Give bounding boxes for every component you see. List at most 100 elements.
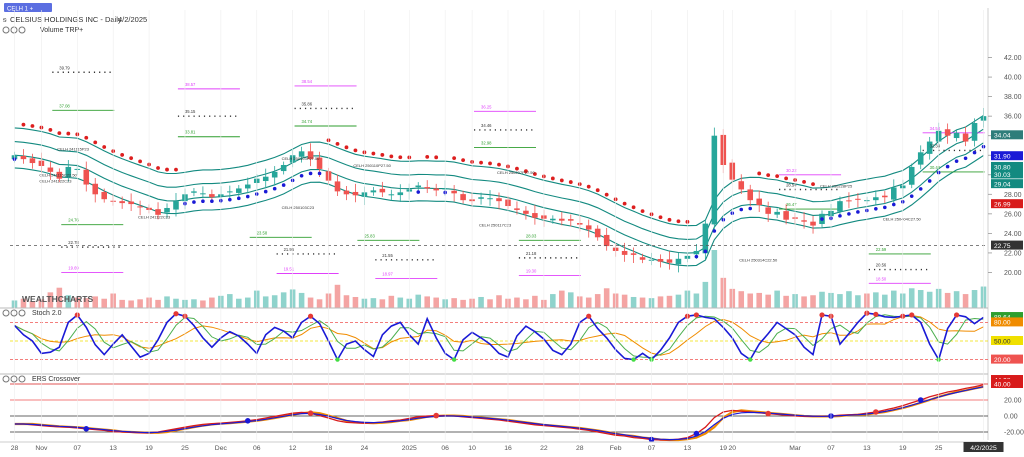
- candle-body: [379, 188, 386, 193]
- symbol-tab[interactable]: [4, 3, 52, 12]
- stoch-visibility-icon[interactable]: [10, 309, 18, 317]
- trp-dot: [380, 153, 385, 157]
- price-badge-label: 29.04: [994, 181, 1011, 188]
- candle-body: [666, 259, 673, 263]
- ers-settings-icon[interactable]: [2, 375, 10, 383]
- candle-body: [227, 191, 233, 193]
- trp-dot: [847, 212, 851, 216]
- trp-dot: [856, 210, 860, 214]
- ers-marker: [307, 410, 314, 417]
- candle-body: [29, 158, 36, 164]
- level-label: 35.86: [302, 101, 313, 106]
- candle-body: [236, 188, 242, 193]
- level-label: 34.74: [302, 119, 313, 124]
- ers-visibility-icon[interactable]: [10, 375, 18, 383]
- watermark: WEALTHCHARTS: [22, 294, 93, 304]
- candle-body: [433, 188, 439, 191]
- candle-body: [496, 198, 502, 202]
- volume-bar: [352, 296, 359, 308]
- indicators-label: Volume TRP+: [40, 27, 83, 34]
- trp-dot: [820, 217, 824, 221]
- x-tick-label: 12: [289, 445, 297, 452]
- candle-body: [567, 219, 574, 221]
- chart-type-icon[interactable]: ᵴ: [2, 17, 7, 24]
- trp-dot: [748, 206, 753, 211]
- level-label: 30.22: [786, 168, 797, 173]
- date-badge: [963, 442, 1004, 452]
- trp-dot: [210, 199, 214, 203]
- price-badge: [991, 130, 1023, 140]
- volume-bar: [262, 296, 269, 308]
- level-label: 20.56: [876, 263, 887, 268]
- stoch-marker: [335, 357, 340, 362]
- ers-close-icon[interactable]: [18, 375, 26, 383]
- candle-body: [298, 151, 305, 157]
- trade-label: CELH 250314C22.50: [739, 258, 778, 263]
- ers-pane[interactable]: 20.000.00-20.0044.9840.00: [0, 373, 1024, 443]
- candle-body: [711, 135, 718, 225]
- stoch-close-icon[interactable]: [18, 309, 26, 317]
- volume-bar: [774, 290, 780, 308]
- candle-body: [191, 191, 197, 193]
- ers-marker: [244, 418, 251, 424]
- volume-bar: [271, 295, 278, 308]
- trp-dot: [120, 153, 125, 157]
- volume-bar: [83, 298, 90, 308]
- candle-body: [523, 210, 529, 214]
- volume-bar: [20, 298, 27, 308]
- candle-body: [675, 258, 682, 265]
- trp-dot: [245, 194, 250, 199]
- candle-body: [559, 218, 565, 221]
- volume-bar: [855, 295, 861, 308]
- volume-bar: [702, 281, 709, 308]
- stoch-settings-icon[interactable]: [2, 309, 10, 317]
- candle-body: [783, 211, 789, 220]
- volume-bar: [621, 294, 628, 308]
- trp-dot: [488, 161, 492, 166]
- close-icon[interactable]: [18, 26, 26, 34]
- visibility-icon[interactable]: [10, 26, 18, 34]
- trp-dot: [174, 167, 178, 172]
- x-tick-label: 10: [468, 445, 476, 452]
- x-tick-label: Nov: [35, 445, 48, 452]
- volume-bar: [657, 296, 664, 308]
- stoch-badge-label: 50.00: [994, 338, 1011, 345]
- trp-dot: [927, 179, 932, 183]
- price-tick-label: 22.00: [1004, 250, 1022, 257]
- volume-bar: [370, 298, 377, 308]
- trp-dot: [479, 160, 483, 165]
- trp-dot: [524, 169, 528, 174]
- settings-icon[interactable]: [2, 26, 10, 34]
- stoch-marker: [586, 313, 592, 319]
- trp-dot: [425, 155, 430, 159]
- volume-bar: [639, 297, 646, 308]
- x-tick-label: Dec: [215, 445, 228, 452]
- candle-body: [155, 209, 161, 215]
- candle-body: [693, 250, 700, 255]
- trp-dot: [775, 174, 780, 179]
- candle-body: [343, 190, 350, 195]
- stoch-marker: [693, 312, 699, 318]
- trp-dot: [568, 180, 573, 184]
- candle-body: [460, 194, 466, 201]
- trp-dot: [452, 156, 457, 161]
- candle-body: [657, 258, 664, 262]
- trp-dot: [272, 186, 277, 191]
- trp-dot: [84, 135, 89, 140]
- x-tick-label: 28: [11, 445, 19, 452]
- volume-bar: [603, 288, 610, 308]
- volume-bar: [711, 250, 718, 308]
- candle-body: [738, 181, 745, 190]
- trp-dot: [138, 159, 143, 164]
- price-tick-label: 26.00: [1004, 211, 1022, 218]
- stoch-marker: [307, 313, 314, 319]
- candle-body: [424, 187, 431, 189]
- trade-label: CELH 250207P27.50: [497, 170, 536, 175]
- level-label: 24.76: [68, 218, 79, 223]
- trp-dot: [192, 200, 196, 204]
- trp-dot: [416, 190, 421, 194]
- stoch-badge-label: 80.00: [994, 320, 1011, 327]
- trp-dot: [102, 145, 107, 149]
